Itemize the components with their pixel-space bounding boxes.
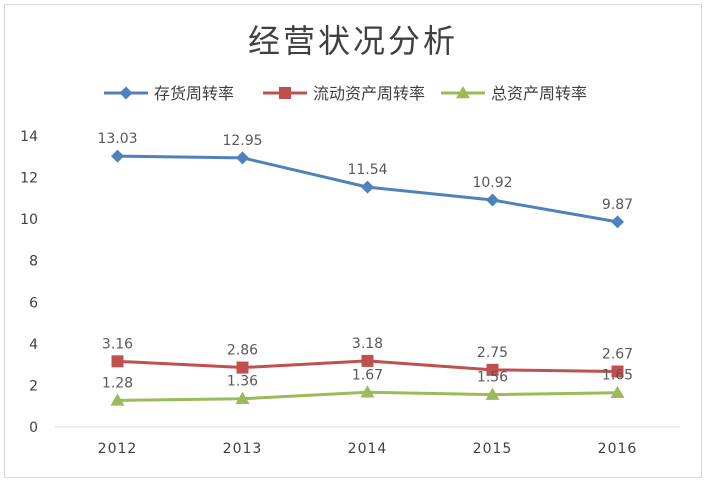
data-label: 2.67 xyxy=(602,347,633,363)
data-label: 13.03 xyxy=(97,131,137,147)
data-point xyxy=(361,180,374,194)
legend-item: 总资产周转率 xyxy=(441,84,587,103)
data-label: 1.65 xyxy=(602,368,633,384)
y-tick-label: 14 xyxy=(20,129,38,145)
data-label: 1.56 xyxy=(477,370,508,386)
data-point xyxy=(236,361,249,374)
data-point xyxy=(110,393,125,406)
data-point xyxy=(235,391,250,404)
data-point xyxy=(111,355,124,368)
series-2: 3.16 2.86 3.18 2.75 2.67 xyxy=(102,336,633,378)
data-label: 1.36 xyxy=(227,374,258,390)
data-label: 3.18 xyxy=(352,336,383,352)
y-tick-label: 4 xyxy=(29,337,38,353)
data-point xyxy=(611,365,624,378)
data-point xyxy=(360,385,375,398)
series-3: 1.28 1.36 1.67 1.56 1.65 xyxy=(102,367,633,406)
data-point xyxy=(111,149,124,163)
x-tick-label: 2014 xyxy=(348,441,388,457)
data-label: 3.16 xyxy=(102,336,133,352)
legend-label: 流动资产周转率 xyxy=(313,84,425,103)
x-tick-label: 2013 xyxy=(223,441,263,457)
axes: 0 2 4 6 8 10 12 14 2012 2013 2014 2015 2016 xyxy=(20,129,680,457)
x-tick-label: 2012 xyxy=(98,441,138,457)
series-1: 13.03 12.95 11.54 10.92 9.87 xyxy=(97,131,633,229)
data-point xyxy=(610,385,625,398)
chart-title: 经营状况分析 xyxy=(248,22,458,60)
data-point xyxy=(236,151,249,165)
legend-marker xyxy=(279,87,291,99)
data-label: 1.67 xyxy=(352,367,383,383)
data-label: 2.86 xyxy=(227,343,258,359)
y-tick-label: 0 xyxy=(29,420,38,436)
data-label: 2.75 xyxy=(477,345,508,361)
data-label: 1.28 xyxy=(102,375,133,391)
y-tick-label: 2 xyxy=(29,378,38,394)
legend-marker xyxy=(119,86,133,100)
y-tick-label: 6 xyxy=(29,295,38,311)
y-tick-label: 8 xyxy=(29,254,38,270)
legend-label: 总资产周转率 xyxy=(491,84,587,103)
x-tick-label: 2015 xyxy=(473,441,513,457)
legend: 存货周转率 流动资产周转率 总资产周转率 xyxy=(104,84,587,103)
data-point xyxy=(361,354,374,367)
series-layer: 13.03 12.95 11.54 10.92 9.87 3.16 2.86 3.18 2.75… xyxy=(97,131,633,406)
data-label: 10.92 xyxy=(472,175,512,191)
legend-item: 存货周转率 xyxy=(104,84,234,103)
y-tick-label: 12 xyxy=(20,171,38,187)
data-label: 12.95 xyxy=(222,133,262,149)
x-tick-label: 2016 xyxy=(598,441,638,457)
legend-label: 存货周转率 xyxy=(154,84,234,103)
legend-marker xyxy=(456,86,470,99)
y-tick-label: 10 xyxy=(20,212,38,228)
data-label: 11.54 xyxy=(347,162,387,178)
legend-item: 流动资产周转率 xyxy=(263,84,425,103)
data-point xyxy=(611,215,624,229)
data-point xyxy=(486,363,499,376)
data-point xyxy=(486,193,499,207)
data-point xyxy=(485,387,500,400)
data-label: 9.87 xyxy=(602,197,633,213)
